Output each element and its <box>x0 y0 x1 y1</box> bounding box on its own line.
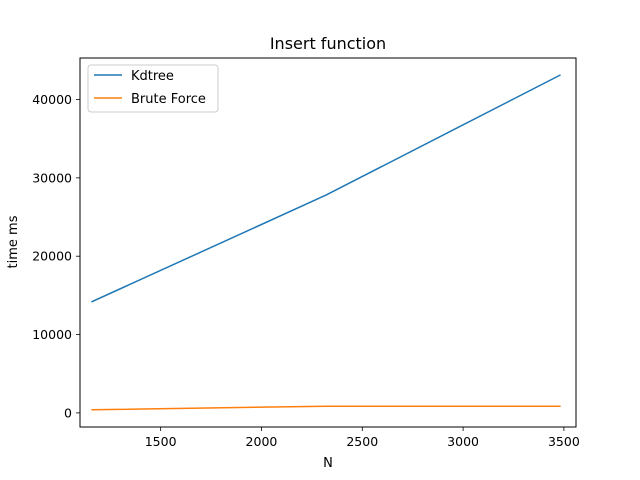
x-tick-label: 3000 <box>447 434 479 449</box>
y-tick-label: 40000 <box>32 92 72 107</box>
series-line-kdtree <box>91 74 561 303</box>
x-tick-label: 1500 <box>145 434 177 449</box>
legend-label-kdtree: Kdtree <box>131 69 174 84</box>
plot-lines <box>91 74 561 411</box>
y-tick-label: 0 <box>64 405 72 420</box>
chart-title: Insert function <box>270 34 386 53</box>
legend: Kdtree Brute Force <box>87 64 219 113</box>
x-axis-label: N <box>323 456 333 471</box>
y-tick-label: 10000 <box>32 327 72 342</box>
y-tick-label: 30000 <box>32 170 72 185</box>
series-line-brute-force <box>91 405 561 411</box>
x-tick-label: 2500 <box>346 434 378 449</box>
y-axis-label: time ms <box>6 215 21 268</box>
x-tick-label: 2000 <box>246 434 278 449</box>
x-axis-ticks: 1500 2000 2500 3000 3500 <box>145 427 580 449</box>
y-axis-ticks: 0 10000 20000 30000 40000 <box>32 92 80 420</box>
y-tick-label: 20000 <box>32 249 72 264</box>
legend-label-brute-force: Brute Force <box>131 92 206 107</box>
x-tick-label: 3500 <box>548 434 580 449</box>
legend-box <box>87 64 219 113</box>
plot-frame <box>79 57 577 428</box>
